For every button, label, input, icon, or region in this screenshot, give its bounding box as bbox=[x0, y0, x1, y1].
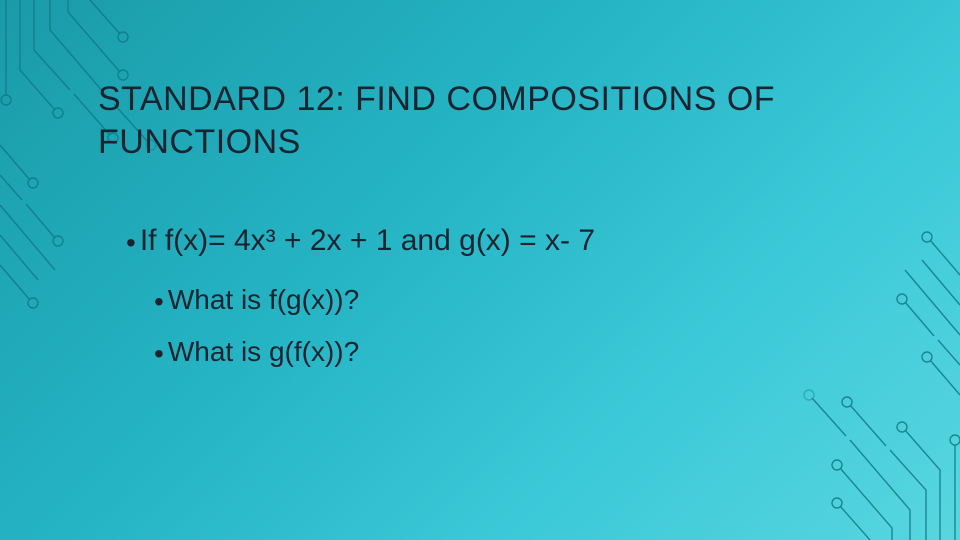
slide-content: STANDARD 12: FIND COMPOSITIONS OF FUNCTI… bbox=[98, 78, 900, 387]
bullet-text: If f(x)= 4x³ + 2x + 1 and g(x) = x- 7 bbox=[140, 221, 595, 260]
bullet-dot: • bbox=[154, 288, 164, 316]
slide-title: STANDARD 12: FIND COMPOSITIONS OF FUNCTI… bbox=[98, 78, 900, 163]
bullet-text: What is f(g(x))? bbox=[168, 282, 359, 318]
bullet-dot: • bbox=[126, 229, 136, 257]
bullet-dot: • bbox=[154, 340, 164, 368]
bullet-level1: • If f(x)= 4x³ + 2x + 1 and g(x) = x- 7 bbox=[126, 221, 900, 260]
bullet-text: What is g(f(x))? bbox=[168, 334, 359, 370]
bullet-level2: • What is f(g(x))? bbox=[154, 282, 900, 318]
bullet-level2: • What is g(f(x))? bbox=[154, 334, 900, 370]
